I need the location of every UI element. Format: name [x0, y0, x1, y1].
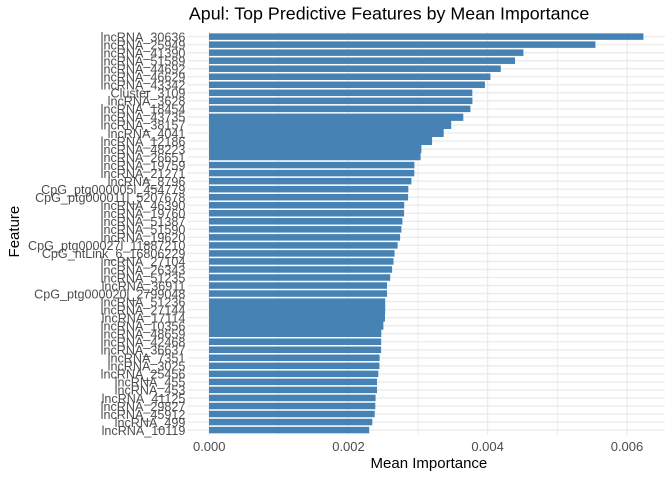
- svg-text:lncRNA_17114: lncRNA_17114: [102, 311, 186, 325]
- svg-text:0.004: 0.004: [471, 439, 504, 454]
- svg-text:Cluster_3109: Cluster_3109: [110, 87, 185, 101]
- svg-text:CpG_ptg000020l_2799048: CpG_ptg000020l_2799048: [34, 287, 185, 301]
- svg-text:lncRNA_3025: lncRNA_3025: [108, 360, 186, 374]
- svg-text:lncRNA_36637: lncRNA_36637: [101, 344, 186, 358]
- svg-text:lncRNA_19759: lncRNA_19759: [101, 159, 186, 173]
- svg-text:lncRNA_48223: lncRNA_48223: [101, 143, 186, 157]
- svg-text:lncRNA_42468: lncRNA_42468: [101, 336, 186, 350]
- svg-text:lncRNA_19620: lncRNA_19620: [101, 231, 186, 245]
- svg-text:lncRNA_27144: lncRNA_27144: [101, 303, 186, 317]
- svg-text:lncRNA_7351: lncRNA_7351: [108, 352, 186, 366]
- svg-text:lncRNA_10119: lncRNA_10119: [102, 424, 186, 438]
- svg-text:lncRNA_19760: lncRNA_19760: [101, 207, 186, 221]
- svg-text:lncRNA_8796: lncRNA_8796: [108, 175, 186, 189]
- svg-text:lncRNA_43735: lncRNA_43735: [101, 111, 186, 125]
- svg-text:lncRNA_41125: lncRNA_41125: [102, 392, 186, 406]
- svg-text:lncRNA_51590: lncRNA_51590: [101, 223, 186, 237]
- svg-text:lncRNA_10356: lncRNA_10356: [101, 319, 186, 333]
- svg-text:0.002: 0.002: [332, 439, 365, 454]
- svg-text:lncRNA_26651: lncRNA_26651: [101, 151, 186, 165]
- svg-text:CpG_ptg000011l_5207678: CpG_ptg000011l_5207678: [35, 191, 185, 205]
- svg-text:lncRNA_25949: lncRNA_25949: [101, 38, 186, 52]
- svg-text:lncRNA_51387: lncRNA_51387: [101, 215, 186, 229]
- svg-text:lncRNA_51235: lncRNA_51235: [101, 271, 186, 285]
- svg-text:lncRNA_46390: lncRNA_46390: [101, 199, 186, 213]
- svg-text:lncRNA_51589: lncRNA_51589: [101, 54, 186, 68]
- svg-text:CpG_ptg000005l_454779: CpG_ptg000005l_454779: [41, 183, 185, 197]
- svg-text:lncRNA_25456: lncRNA_25456: [101, 368, 186, 382]
- svg-text:lncRNA_26343: lncRNA_26343: [101, 263, 186, 277]
- svg-text:lncRNA_18454: lncRNA_18454: [101, 103, 186, 117]
- svg-text:lncRNA_43342: lncRNA_43342: [101, 79, 186, 93]
- svg-text:lncRNA_3628: lncRNA_3628: [108, 95, 186, 109]
- svg-text:lncRNA_38157: lncRNA_38157: [101, 119, 186, 133]
- svg-text:lncRNA_46629: lncRNA_46629: [101, 71, 186, 85]
- svg-text:lncRNA_4041: lncRNA_4041: [108, 127, 186, 141]
- svg-text:CpG_ptg000027l_11887210: CpG_ptg000027l_11887210: [28, 239, 185, 253]
- svg-text:Apul: Top Predictive Features: Apul: Top Predictive Features by Mean Im…: [189, 3, 589, 23]
- svg-text:CpG_ntLink_6_16806229: CpG_ntLink_6_16806229: [42, 247, 186, 261]
- svg-text:lncRNA_30636: lncRNA_30636: [101, 30, 186, 44]
- svg-text:Mean Importance: Mean Importance: [371, 455, 488, 472]
- svg-text:lncRNA_27104: lncRNA_27104: [101, 255, 186, 269]
- svg-text:0.000: 0.000: [193, 439, 226, 454]
- svg-text:lncRNA_41390: lncRNA_41390: [101, 46, 186, 60]
- svg-text:lncRNA_453: lncRNA_453: [115, 384, 186, 398]
- svg-text:lncRNA_21271: lncRNA_21271: [101, 167, 186, 181]
- svg-text:lncRNA_48659: lncRNA_48659: [101, 328, 186, 342]
- svg-text:Feature: Feature: [6, 206, 23, 258]
- svg-text:lncRNA_45912: lncRNA_45912: [101, 408, 186, 422]
- svg-text:lncRNA_44692: lncRNA_44692: [101, 63, 186, 77]
- svg-text:lncRNA_51236: lncRNA_51236: [101, 295, 186, 309]
- svg-text:lncRNA_499: lncRNA_499: [115, 416, 186, 430]
- svg-text:lncRNA_29827: lncRNA_29827: [101, 400, 186, 414]
- svg-text:lncRNA_12186: lncRNA_12186: [101, 135, 186, 149]
- svg-text:lncRNA_36911: lncRNA_36911: [102, 279, 186, 293]
- svg-text:lncRNA_455: lncRNA_455: [115, 376, 186, 390]
- svg-text:0.006: 0.006: [611, 439, 644, 454]
